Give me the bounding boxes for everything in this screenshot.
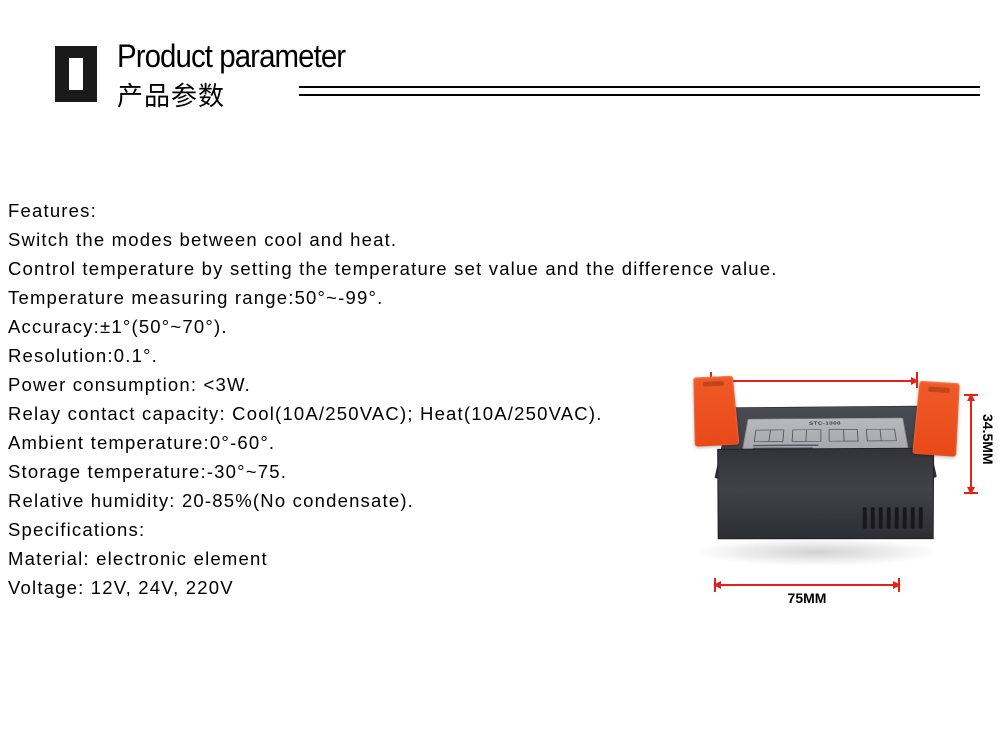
header-title-en: Product parameter bbox=[117, 38, 345, 75]
feature-line: Storage temperature:-30°~75. bbox=[8, 457, 648, 486]
feature-line: Relay contact capacity: Cool(10A/250VAC)… bbox=[8, 399, 648, 428]
feature-line: Switch the modes between cool and heat. bbox=[8, 225, 648, 254]
mounting-clip-left bbox=[693, 376, 739, 447]
feature-line: Features: bbox=[8, 196, 648, 225]
terminal-row bbox=[754, 429, 897, 442]
dimension-right: 34.5MM bbox=[964, 394, 988, 494]
feature-line: Relative humidity: 20-85%(No condensate)… bbox=[8, 486, 648, 515]
feature-line: Temperature measuring range:50°~-99°. bbox=[8, 283, 648, 312]
header-title-cn: 产品参数 bbox=[117, 76, 225, 113]
header-rule-bottom bbox=[299, 94, 980, 96]
dimension-right-label: 34.5MM bbox=[980, 414, 996, 465]
device-model-label: STC-1000 bbox=[747, 421, 903, 427]
feature-line: Voltage: 12V, 24V, 220V bbox=[8, 573, 648, 602]
header-bullet-icon bbox=[55, 46, 97, 102]
header: Product parameter 产品参数 bbox=[55, 42, 980, 112]
product-dimension-diagram: 85MM STC-1000 bbox=[632, 338, 990, 618]
header-rule-top bbox=[299, 86, 980, 88]
features-list: Features: Switch the modes between cool … bbox=[8, 196, 648, 602]
dimension-bottom: 75MM bbox=[714, 576, 900, 606]
device-front-face bbox=[717, 448, 934, 540]
mounting-clip-right bbox=[912, 381, 959, 457]
vent-slots bbox=[863, 507, 923, 528]
feature-line: Material: electronic element bbox=[8, 544, 648, 573]
dimension-bottom-label: 75MM bbox=[714, 590, 900, 606]
feature-line: Resolution:0.1°. bbox=[8, 341, 648, 370]
feature-line: Control temperature by setting the tempe… bbox=[8, 254, 648, 283]
feature-line: Ambient temperature:0°-60°. bbox=[8, 428, 648, 457]
feature-line: Power consumption: <3W. bbox=[8, 370, 648, 399]
feature-line: Specifications: bbox=[8, 515, 648, 544]
feature-line: Accuracy:±1°(50°~70°). bbox=[8, 312, 648, 341]
device-body: STC-1000 bbox=[708, 378, 943, 557]
